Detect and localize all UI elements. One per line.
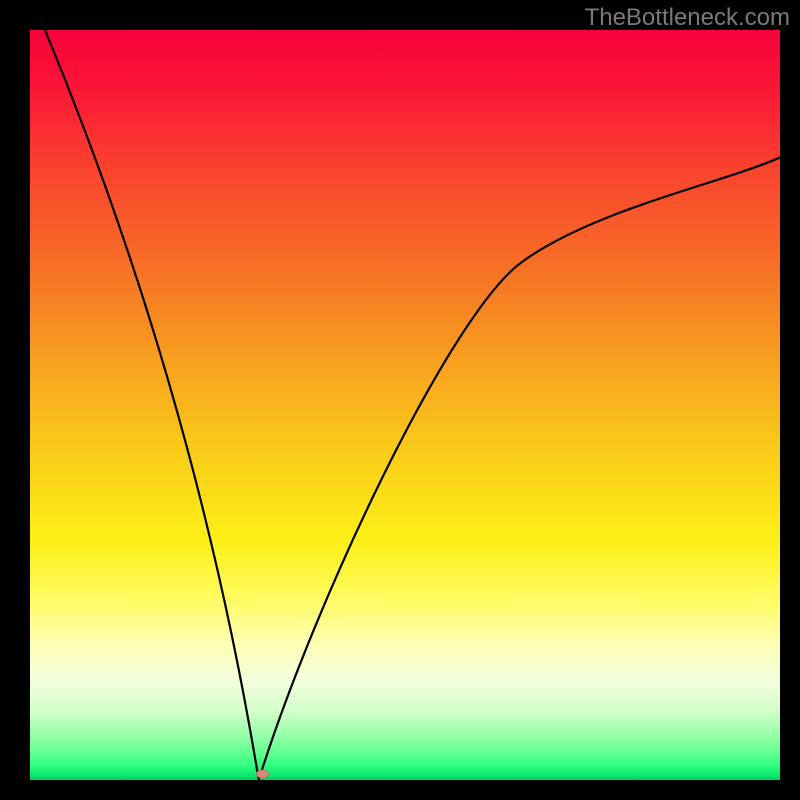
chart-frame: TheBottleneck.com xyxy=(0,0,800,800)
watermark-text: TheBottleneck.com xyxy=(585,4,790,32)
minimum-marker xyxy=(257,770,269,778)
plot-area xyxy=(30,30,780,770)
curve-path xyxy=(45,30,780,780)
bottleneck-curve xyxy=(30,30,780,780)
